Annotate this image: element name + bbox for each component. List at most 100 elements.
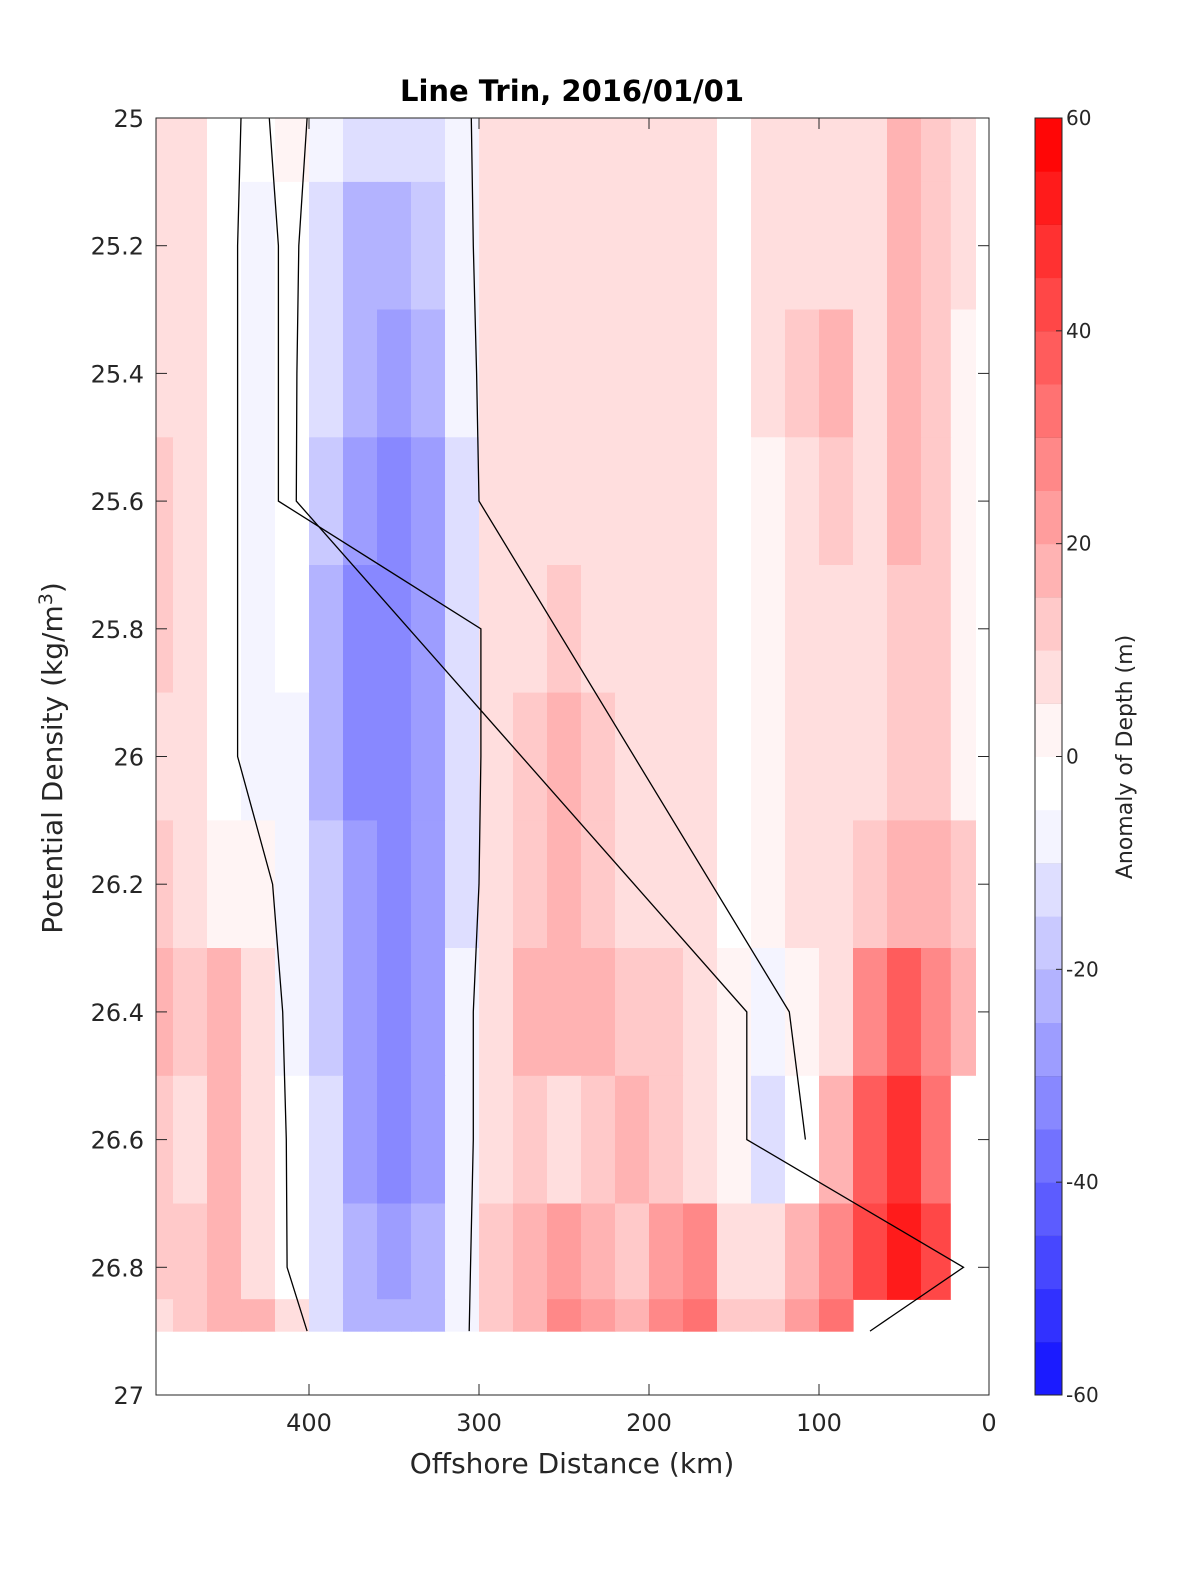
anomaly-cell bbox=[819, 309, 854, 438]
anomaly-cell bbox=[343, 565, 378, 694]
anomaly-cell bbox=[173, 692, 208, 821]
anomaly-cell bbox=[615, 692, 650, 821]
anomaly-cell bbox=[751, 1203, 786, 1300]
anomaly-cell bbox=[513, 1299, 548, 1332]
anomaly-cell bbox=[156, 1203, 174, 1300]
anomaly-cell bbox=[853, 820, 888, 949]
anomaly-cell bbox=[207, 309, 242, 438]
anomaly-cell bbox=[785, 309, 820, 438]
colorbar-tick-label: 0 bbox=[1066, 745, 1079, 769]
anomaly-cell bbox=[921, 118, 952, 183]
anomaly-cell bbox=[377, 437, 412, 566]
colorbar-level bbox=[1035, 650, 1062, 704]
anomaly-cell bbox=[921, 1075, 952, 1205]
colorbar-tick-label: -40 bbox=[1066, 1170, 1099, 1194]
anomaly-cell bbox=[950, 1203, 976, 1300]
anomaly-cell bbox=[887, 309, 922, 438]
colorbar-level bbox=[1035, 490, 1062, 545]
anomaly-cell bbox=[751, 565, 786, 694]
anomaly-cell bbox=[853, 565, 888, 694]
anomaly-cell bbox=[275, 692, 310, 821]
anomaly-cell bbox=[950, 1075, 976, 1205]
colorbar-level bbox=[1035, 330, 1062, 385]
anomaly-cell bbox=[513, 437, 548, 566]
anomaly-cell bbox=[751, 118, 786, 183]
anomaly-cell bbox=[377, 181, 412, 311]
anomaly-cell bbox=[411, 565, 446, 694]
anomaly-cell bbox=[887, 820, 922, 949]
anomaly-cell bbox=[649, 1299, 684, 1332]
anomaly-cell bbox=[581, 118, 616, 183]
x-tick-label: 400 bbox=[286, 1409, 332, 1437]
anomaly-cell bbox=[377, 309, 412, 438]
anomaly-cell bbox=[411, 1075, 446, 1205]
anomaly-cell bbox=[683, 692, 718, 821]
anomaly-cell bbox=[819, 181, 854, 311]
anomaly-cell bbox=[377, 948, 412, 1077]
anomaly-cell bbox=[921, 181, 952, 311]
anomaly-cell bbox=[173, 1075, 208, 1205]
colorbar-level bbox=[1035, 1235, 1062, 1290]
anomaly-cell bbox=[649, 820, 684, 949]
anomaly-cell bbox=[581, 309, 616, 438]
anomaly-cell bbox=[717, 309, 752, 438]
anomaly-cell bbox=[275, 820, 310, 949]
anomaly-cell bbox=[819, 1075, 854, 1205]
anomaly-cell bbox=[173, 437, 208, 566]
anomaly-cell bbox=[547, 181, 582, 311]
colorbar-level bbox=[1035, 384, 1062, 438]
anomaly-cell bbox=[785, 437, 820, 566]
anomaly-cell bbox=[207, 565, 242, 694]
anomaly-cell bbox=[173, 309, 208, 438]
colorbar-level bbox=[1035, 118, 1062, 172]
anomaly-cell bbox=[445, 948, 480, 1077]
plot-area: 400 300 200 100 0 25 25.2 25.4 25.6 25.8 26 26.2 26… bbox=[91, 105, 997, 1437]
zero-contour bbox=[236, 117, 965, 1332]
anomaly-cell bbox=[887, 948, 922, 1077]
anomaly-cell bbox=[309, 437, 344, 566]
anomaly-cell bbox=[445, 118, 480, 183]
anomaly-cell bbox=[615, 118, 650, 183]
x-tick-label: 100 bbox=[796, 1409, 842, 1437]
colorbar-level bbox=[1035, 596, 1062, 651]
anomaly-cell bbox=[853, 309, 888, 438]
anomaly-cell bbox=[887, 692, 922, 821]
anomaly-cell bbox=[950, 437, 976, 566]
anomaly-cell bbox=[615, 309, 650, 438]
anomaly-cell bbox=[445, 565, 480, 694]
anomaly-cell bbox=[751, 820, 786, 949]
anomaly-cell bbox=[785, 565, 820, 694]
anomaly-cell bbox=[853, 118, 888, 183]
anomaly-cell bbox=[377, 118, 412, 183]
anomaly-cell bbox=[751, 437, 786, 566]
anomaly-cell bbox=[309, 1203, 344, 1300]
anomaly-cell bbox=[309, 309, 344, 438]
anomaly-cell bbox=[309, 820, 344, 949]
zero-contour-line bbox=[236, 117, 308, 1332]
anomaly-cell bbox=[717, 118, 752, 183]
anomaly-cell bbox=[950, 181, 976, 311]
anomaly-cell bbox=[156, 1299, 174, 1332]
anomaly-cell bbox=[615, 1075, 650, 1205]
anomaly-cell bbox=[717, 1299, 752, 1332]
anomaly-cell bbox=[241, 565, 276, 694]
anomaly-cell bbox=[581, 1075, 616, 1205]
anomaly-cell bbox=[207, 820, 242, 949]
colorbar-tick-label: 60 bbox=[1066, 106, 1091, 130]
anomaly-cell bbox=[950, 692, 976, 821]
anomaly-cell bbox=[275, 309, 310, 438]
anomaly-cell bbox=[445, 1299, 480, 1332]
colorbar-level bbox=[1035, 703, 1062, 757]
anomaly-cell bbox=[615, 437, 650, 566]
anomaly-cell bbox=[819, 692, 854, 821]
y-tick-label: 25 bbox=[113, 105, 144, 133]
anomaly-cell bbox=[547, 565, 582, 694]
anomaly-cell bbox=[581, 820, 616, 949]
anomaly-cell bbox=[309, 565, 344, 694]
anomaly-cell bbox=[751, 692, 786, 821]
anomaly-cell bbox=[445, 1203, 480, 1300]
anomaly-cell bbox=[649, 437, 684, 566]
y-axis-label-close: ) bbox=[36, 582, 69, 593]
anomaly-cell bbox=[207, 1075, 242, 1205]
